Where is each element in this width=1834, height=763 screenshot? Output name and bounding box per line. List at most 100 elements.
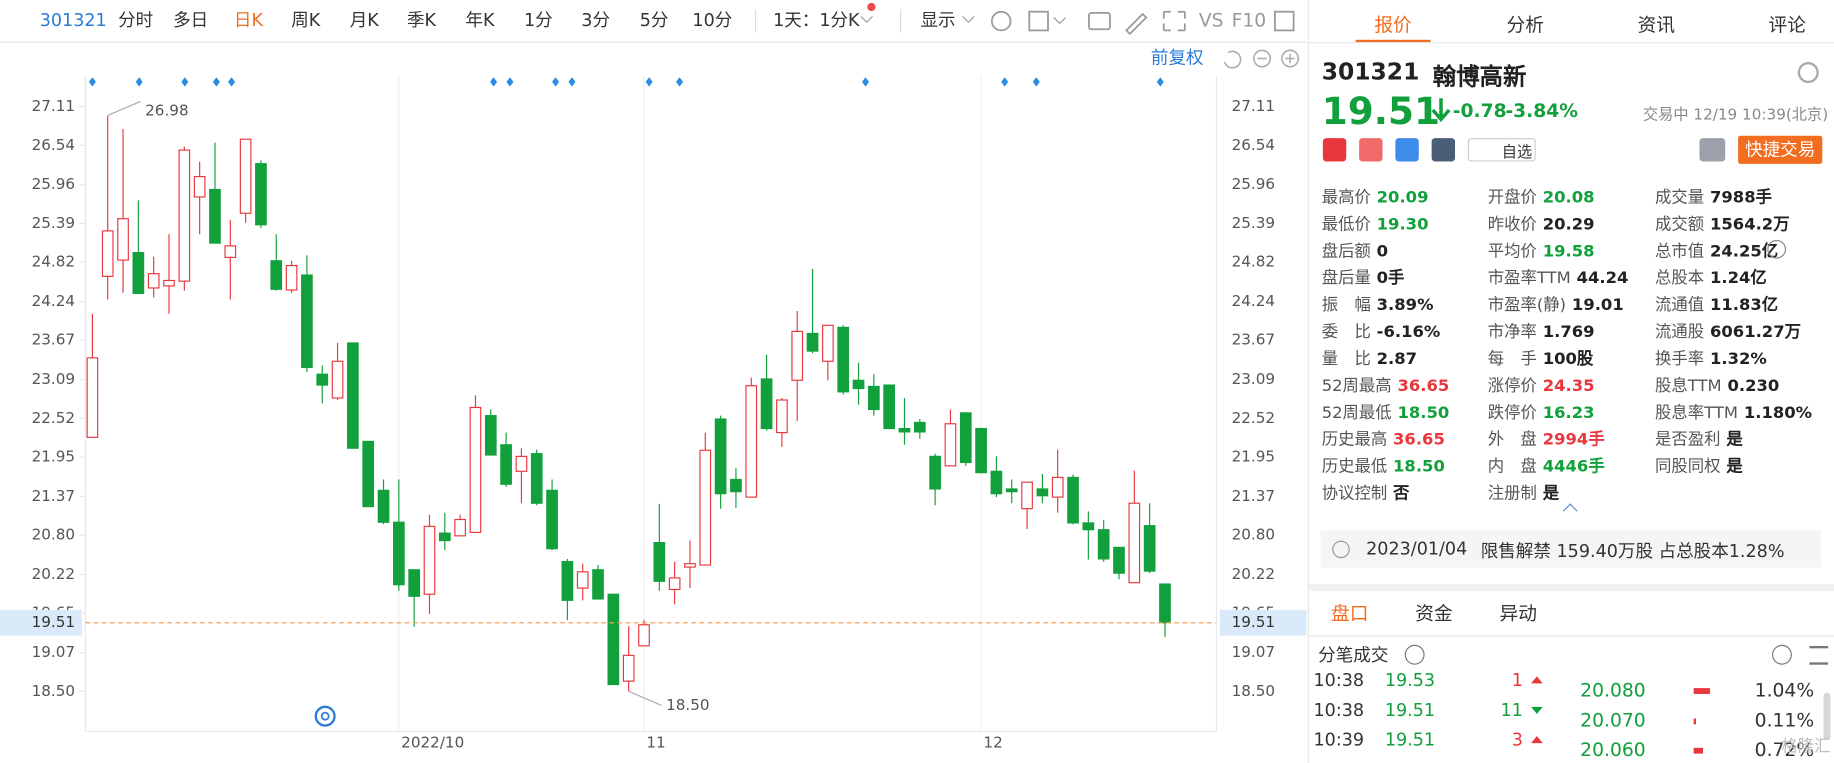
period-tab[interactable]: 周K [291,11,321,31]
collapse-icon[interactable] [1562,503,1578,519]
period-tab[interactable]: 1天：1分K [773,11,860,31]
period-tab[interactable]: 5分 [640,11,669,31]
trade-button[interactable]: 快捷交易 [1738,135,1823,164]
stat-value: 7988手 [1710,188,1772,208]
candle-body [163,279,175,287]
quote-tab[interactable]: 报价 [1374,14,1412,37]
trade-time: 10:38 [1313,669,1365,691]
display-menu[interactable]: 显示 [921,11,956,31]
period-tab[interactable]: 1分 [524,11,553,31]
candle-body [822,324,834,362]
sub-tab[interactable]: 盘口 [1331,602,1369,625]
dropdown-icon[interactable] [962,15,975,24]
notice-text: 限售解禁 159.40万股 占总股本1.28% [1480,540,1785,562]
sub-tab[interactable]: 异动 [1499,602,1537,625]
adjust-mode[interactable]: 前复权 [1151,49,1204,69]
stat-label: 市净率 [1487,322,1537,342]
annotation-label: 26.98 [145,101,188,119]
candle-body [699,449,712,566]
candle-body [270,260,283,290]
stat-value: 0 [1376,242,1389,261]
candle-body [990,470,1003,495]
stat-value: 1.180% [1743,403,1813,423]
period-tab[interactable]: 10分 [692,11,732,31]
badge-icon[interactable] [1395,138,1419,162]
name: 翰博高新 [1432,62,1527,91]
info-icon [1332,540,1350,559]
trade-direction [1531,736,1543,744]
panel-icon[interactable] [1274,10,1295,32]
candle-body [867,385,880,411]
candle-body [1143,525,1156,572]
candle-body [1021,481,1033,510]
sub-tab[interactable]: 资金 [1415,602,1453,625]
y-tick-label: 27.11 [32,97,75,115]
dropdown-icon[interactable] [860,15,873,24]
candle-body [101,230,114,277]
info-icon[interactable] [1404,644,1425,665]
candle-body [776,399,788,434]
stat-label: 换手率 [1655,349,1705,369]
menu-icon[interactable] [1809,645,1829,665]
zoom-in-icon[interactable] [1281,49,1300,68]
candle-body [362,440,375,508]
signal-marker [645,77,653,87]
settings-icon[interactable] [1797,62,1819,84]
period-tab[interactable]: 多日 [173,11,208,31]
period-tab[interactable]: 3分 [581,11,610,31]
stat-label: 委 比 [1321,322,1371,342]
candle-body [316,373,329,386]
annotation-label: 18.50 [666,696,709,714]
marker-icon[interactable] [314,705,336,727]
y-tick-label: 19.07 [32,643,75,661]
candle-body [178,149,191,282]
candle-body [791,330,804,381]
candle-body [668,577,681,591]
period-tab[interactable]: 年K [466,11,496,31]
f10-button[interactable]: F10 [1232,11,1267,32]
candle-body [837,326,850,393]
period-tab[interactable]: 季K [407,11,437,31]
candle-body [929,455,941,490]
y-tick-label: 25.39 [32,214,75,232]
period-tab[interactable]: 日K [234,11,264,31]
stat-value: 19.58 [1542,242,1595,261]
badge-icon[interactable] [1322,138,1347,162]
stat-label: 52周最高 [1321,376,1392,396]
more-icon[interactable] [1767,239,1787,259]
quote-tab[interactable]: 资讯 [1637,14,1675,37]
price: 19.51 [1321,88,1441,134]
watch-button[interactable]: 自选 [1467,138,1536,162]
undo-icon[interactable] [1223,50,1242,69]
y-tick-label: 24.24 [32,292,75,310]
zoom-out-icon[interactable] [1253,49,1271,68]
stat-value: 否 [1393,484,1410,504]
dropdown-icon[interactable] [1053,17,1066,25]
stat-value: 19.30 [1376,215,1429,235]
box-icon[interactable] [1028,10,1049,32]
stat-label: 内 盘 [1487,457,1537,477]
candle-body [423,525,436,595]
stat: 最高价 20.09 [1322,185,1429,208]
stat-label: 流通股 [1655,322,1705,342]
expand-icon[interactable] [1162,10,1186,32]
settings-icon[interactable] [990,10,1012,32]
badge-icon[interactable] [1359,138,1383,162]
more-icon[interactable] [1772,644,1792,665]
quote-tab[interactable]: 分析 [1506,14,1544,37]
stat-label: 成交量 [1655,188,1705,208]
vs-button[interactable]: VS [1199,11,1224,32]
quote-tab[interactable]: 评论 [1768,14,1806,37]
camera-icon[interactable] [1088,11,1111,31]
book-bar [1693,747,1703,754]
stat: 盘后量 0手 [1322,266,1405,289]
period-tab[interactable]: 分时 [118,11,153,31]
stat-value: 2994手 [1542,430,1605,450]
stat: 52周最高 36.65 [1322,373,1450,396]
badge-icon[interactable] [1431,138,1456,162]
stat-label: 盘后量 [1321,269,1371,288]
period-tab[interactable]: 月K [350,11,380,31]
bell-icon[interactable] [1699,138,1726,162]
pencil-icon[interactable] [1125,12,1148,36]
